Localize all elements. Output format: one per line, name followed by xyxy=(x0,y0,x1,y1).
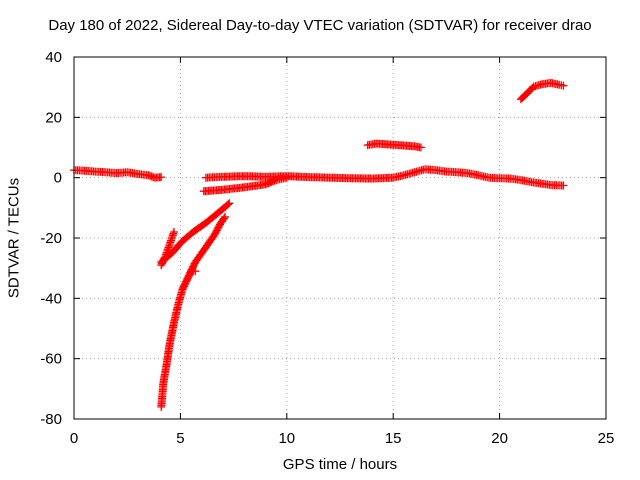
x-tick-label: 0 xyxy=(70,430,78,447)
series-1 xyxy=(70,166,166,182)
data-points xyxy=(201,165,568,190)
y-tick-label: -80 xyxy=(40,411,62,428)
axis-ticks: 0 5 10 15 20 25 -80 -60 -40 -20 0 20 40 xyxy=(40,49,614,447)
y-tick-label: -40 xyxy=(40,290,62,307)
x-tick-label: 25 xyxy=(598,430,615,447)
series-8 xyxy=(363,139,425,152)
data-points xyxy=(363,139,425,152)
series-7 xyxy=(201,165,568,190)
series-3 xyxy=(187,212,230,276)
series-6 xyxy=(199,173,291,196)
chart-title: Day 180 of 2022, Sidereal Day-to-day VTE… xyxy=(48,17,592,34)
series-9 xyxy=(516,78,568,104)
data-points xyxy=(157,267,200,411)
y-tick-label: 20 xyxy=(45,109,62,126)
x-tick-label: 15 xyxy=(385,430,402,447)
data-points xyxy=(187,212,230,276)
series-2 xyxy=(157,267,200,411)
y-axis-label: SDTVAR / TECUs xyxy=(5,177,23,299)
y-tick-label: 40 xyxy=(45,49,62,66)
x-tick-label: 5 xyxy=(176,430,184,447)
y-tick-label: 0 xyxy=(54,170,62,187)
data-points xyxy=(199,173,291,196)
x-tick-label: 20 xyxy=(491,430,508,447)
data-points xyxy=(70,166,166,182)
x-tick-label: 10 xyxy=(278,430,295,447)
y-tick-label: -20 xyxy=(40,230,62,247)
x-axis-label: GPS time / hours xyxy=(282,456,398,473)
data-points xyxy=(516,78,568,104)
data-series xyxy=(70,78,568,411)
series-5 xyxy=(157,199,234,267)
data-points xyxy=(157,199,234,267)
grid-lines xyxy=(74,57,606,419)
y-tick-label: -60 xyxy=(40,351,62,368)
